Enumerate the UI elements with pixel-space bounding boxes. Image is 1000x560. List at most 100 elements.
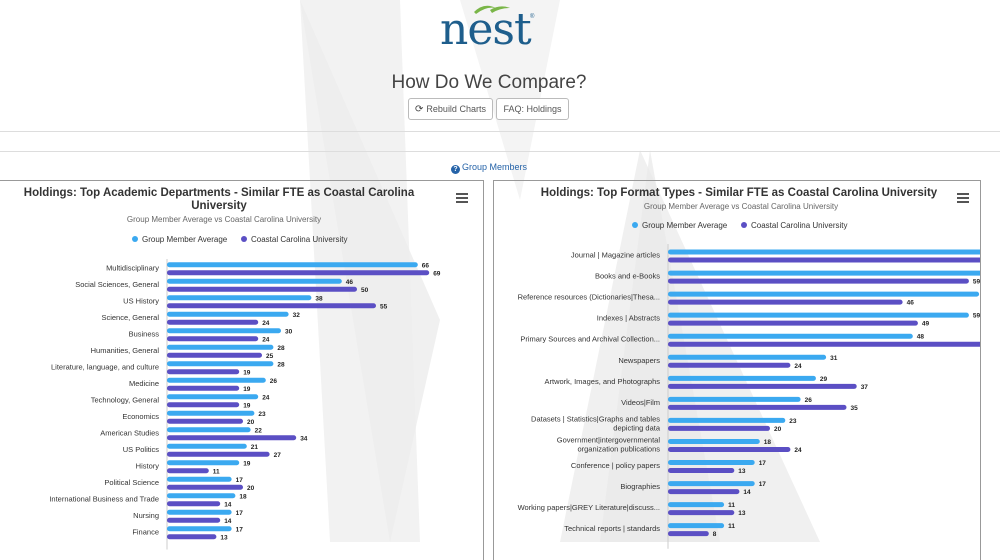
question-circle-icon: ? bbox=[450, 165, 460, 174]
data-label: 46 bbox=[346, 279, 354, 286]
category-label: Books and e-Books bbox=[595, 272, 660, 281]
category-label: Business bbox=[129, 329, 160, 338]
bar bbox=[668, 438, 760, 444]
group-members-label: Group Members bbox=[461, 162, 528, 172]
bar bbox=[668, 278, 969, 284]
data-label: 50 bbox=[361, 287, 369, 294]
bar bbox=[167, 286, 357, 292]
chart-panel-format-types: Holdings: Top Format Types - Similar FTE… bbox=[493, 180, 981, 560]
nest-logo: nest ® bbox=[440, 4, 535, 55]
bar bbox=[167, 476, 232, 482]
bar bbox=[668, 299, 903, 305]
leaf-icon bbox=[474, 5, 510, 14]
bar bbox=[668, 468, 735, 474]
bar bbox=[668, 489, 740, 495]
bar bbox=[668, 396, 801, 402]
bar bbox=[167, 402, 240, 408]
chart-title: Holdings: Top Format Types - Similar FTE… bbox=[541, 187, 938, 199]
category-label: Economics bbox=[122, 412, 159, 421]
category-label: Medicine bbox=[129, 379, 159, 388]
category-label: Artwork, Images, and Photographs bbox=[545, 377, 661, 386]
bar bbox=[167, 394, 259, 400]
category-label: organization publications bbox=[577, 444, 660, 453]
chart-title: University bbox=[191, 200, 247, 212]
bar bbox=[668, 510, 735, 516]
data-label: 14 bbox=[224, 501, 232, 508]
category-label: Newspapers bbox=[618, 356, 660, 365]
legend-marker bbox=[741, 222, 747, 228]
bar bbox=[167, 501, 221, 507]
group-members-link[interactable]: ? Group Members bbox=[0, 162, 978, 174]
bar bbox=[167, 369, 240, 375]
chart-menu-icon[interactable] bbox=[456, 193, 468, 203]
data-label: 28 bbox=[277, 345, 285, 352]
bar bbox=[167, 352, 262, 358]
data-label: 28 bbox=[277, 361, 285, 368]
bar bbox=[167, 262, 418, 268]
bar bbox=[167, 484, 243, 490]
bar bbox=[167, 509, 232, 515]
legend-item: Coastal Carolina University bbox=[251, 235, 347, 244]
bar bbox=[668, 270, 980, 276]
bar bbox=[668, 249, 980, 255]
bar bbox=[167, 534, 217, 540]
bar bbox=[668, 320, 918, 326]
page-title: How Do We Compare? bbox=[391, 72, 587, 93]
faq-holdings-button[interactable]: FAQ: Holdings bbox=[496, 98, 569, 120]
data-label: 69 bbox=[433, 270, 441, 277]
rebuild-charts-button[interactable]: ⟳ Rebuild Charts bbox=[408, 98, 493, 120]
bar bbox=[668, 312, 969, 318]
category-label: Social Sciences, General bbox=[75, 280, 159, 289]
data-label: 24 bbox=[262, 394, 270, 401]
legend-item: Group Member Average bbox=[142, 235, 228, 244]
bar bbox=[668, 257, 980, 263]
chart-panel-academic-departments: Holdings: Top Academic Departments - Sim… bbox=[0, 180, 484, 560]
chart-menu-icon[interactable] bbox=[957, 193, 969, 203]
category-label: Videos|Film bbox=[621, 398, 660, 407]
data-label: 20 bbox=[774, 426, 782, 433]
bar bbox=[668, 531, 709, 537]
bar bbox=[167, 344, 274, 350]
category-label: Indexes | Abstracts bbox=[597, 314, 660, 323]
bar bbox=[167, 336, 259, 342]
bar bbox=[668, 417, 786, 423]
bar bbox=[668, 354, 827, 360]
data-label: 46 bbox=[907, 300, 915, 307]
bar bbox=[167, 435, 297, 441]
data-label: 19 bbox=[243, 386, 251, 393]
data-label: 20 bbox=[247, 419, 255, 426]
bar bbox=[167, 427, 251, 433]
bar bbox=[668, 446, 791, 452]
data-label: 66 bbox=[422, 262, 430, 269]
data-label: 20 bbox=[247, 485, 255, 492]
data-label: 17 bbox=[236, 510, 244, 517]
data-label: 8 bbox=[713, 531, 717, 538]
category-label: depicting data bbox=[613, 423, 661, 432]
data-label: 31 bbox=[830, 355, 838, 362]
category-label: American Studies bbox=[100, 428, 159, 437]
category-label: Political Science bbox=[104, 478, 159, 487]
bar bbox=[167, 278, 342, 284]
data-label: 11 bbox=[213, 468, 220, 475]
rebuild-charts-label: Rebuild Charts bbox=[426, 104, 486, 114]
category-label: Primary Sources and Archival Collection.… bbox=[520, 335, 660, 344]
bar bbox=[668, 502, 725, 508]
category-label: Literature, language, and culture bbox=[51, 362, 159, 371]
category-label: Technology, General bbox=[91, 395, 160, 404]
data-label: 59 bbox=[973, 313, 981, 320]
bar bbox=[167, 328, 281, 334]
bar bbox=[167, 270, 430, 276]
bar bbox=[668, 425, 770, 431]
data-label: 24 bbox=[262, 320, 270, 327]
data-label: 49 bbox=[922, 321, 930, 328]
bar bbox=[167, 295, 312, 301]
legend-item: Group Member Average bbox=[642, 221, 728, 230]
data-label: 22 bbox=[255, 427, 263, 434]
bar bbox=[167, 377, 266, 383]
bar bbox=[167, 410, 255, 416]
data-label: 55 bbox=[380, 303, 388, 310]
bar bbox=[668, 333, 913, 339]
bar bbox=[167, 493, 236, 499]
category-label: International Business and Trade bbox=[49, 494, 159, 503]
data-label: 38 bbox=[315, 295, 323, 302]
